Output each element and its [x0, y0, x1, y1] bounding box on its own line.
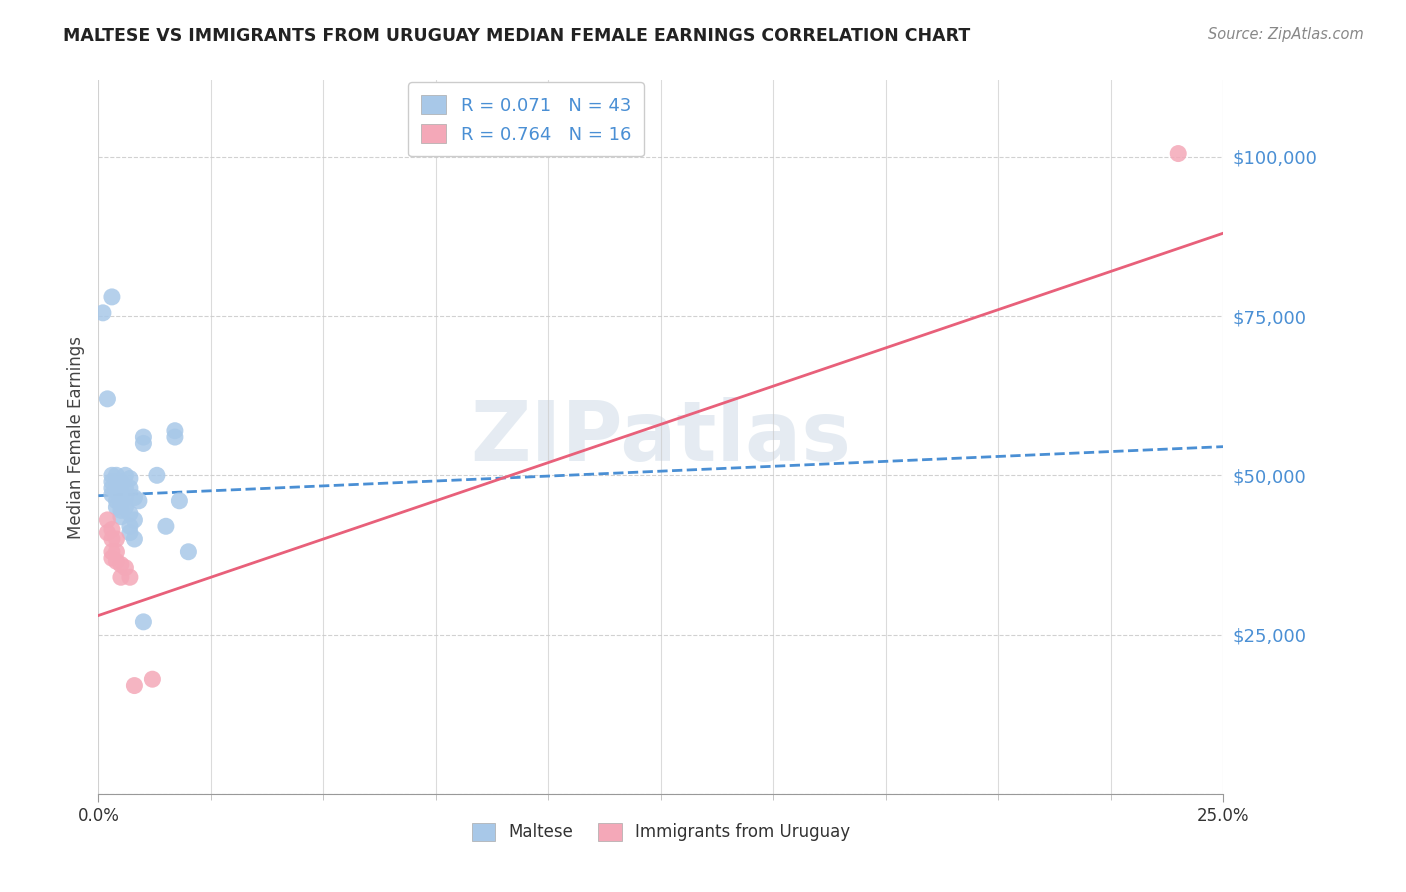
Text: Source: ZipAtlas.com: Source: ZipAtlas.com	[1208, 27, 1364, 42]
Point	[169, 493, 191, 508]
Point	[101, 468, 124, 483]
Point	[101, 551, 124, 566]
Point	[101, 475, 124, 489]
Point	[96, 392, 118, 406]
Point	[163, 424, 186, 438]
Point	[124, 679, 146, 693]
Point	[96, 525, 118, 540]
Point	[118, 570, 141, 584]
Point	[128, 493, 150, 508]
Point	[105, 545, 128, 559]
Point	[101, 481, 124, 495]
Point	[105, 493, 128, 508]
Point	[91, 306, 114, 320]
Point	[105, 484, 128, 499]
Point	[118, 519, 141, 533]
Point	[118, 525, 141, 540]
Point	[124, 532, 146, 546]
Point	[101, 290, 124, 304]
Point	[110, 509, 132, 524]
Point	[114, 468, 136, 483]
Point	[105, 475, 128, 489]
Point	[118, 471, 141, 485]
Point	[110, 497, 132, 511]
Text: ZIPatlas: ZIPatlas	[471, 397, 851, 477]
Point	[110, 491, 132, 505]
Point	[101, 487, 124, 501]
Point	[114, 560, 136, 574]
Point	[110, 493, 132, 508]
Point	[163, 430, 186, 444]
Point	[114, 500, 136, 515]
Point	[105, 532, 128, 546]
Point	[110, 475, 132, 489]
Point	[110, 503, 132, 517]
Point	[132, 436, 155, 450]
Point	[101, 532, 124, 546]
Point	[177, 545, 200, 559]
Point	[124, 491, 146, 505]
Point	[141, 672, 163, 686]
Point	[105, 468, 128, 483]
Point	[105, 554, 128, 568]
Point	[110, 558, 132, 572]
Point	[132, 615, 155, 629]
Point	[124, 513, 146, 527]
Point	[114, 481, 136, 495]
Point	[101, 523, 124, 537]
Point	[114, 491, 136, 505]
Point	[96, 513, 118, 527]
Point	[1167, 146, 1189, 161]
Point	[132, 430, 155, 444]
Point	[146, 468, 169, 483]
Legend: Maltese, Immigrants from Uruguay: Maltese, Immigrants from Uruguay	[464, 814, 858, 850]
Text: MALTESE VS IMMIGRANTS FROM URUGUAY MEDIAN FEMALE EARNINGS CORRELATION CHART: MALTESE VS IMMIGRANTS FROM URUGUAY MEDIA…	[63, 27, 970, 45]
Point	[110, 484, 132, 499]
Point	[110, 478, 132, 492]
Point	[101, 545, 124, 559]
Point	[118, 481, 141, 495]
Point	[118, 507, 141, 521]
Point	[110, 570, 132, 584]
Y-axis label: Median Female Earnings: Median Female Earnings	[66, 335, 84, 539]
Point	[155, 519, 177, 533]
Point	[105, 500, 128, 515]
Point	[105, 481, 128, 495]
